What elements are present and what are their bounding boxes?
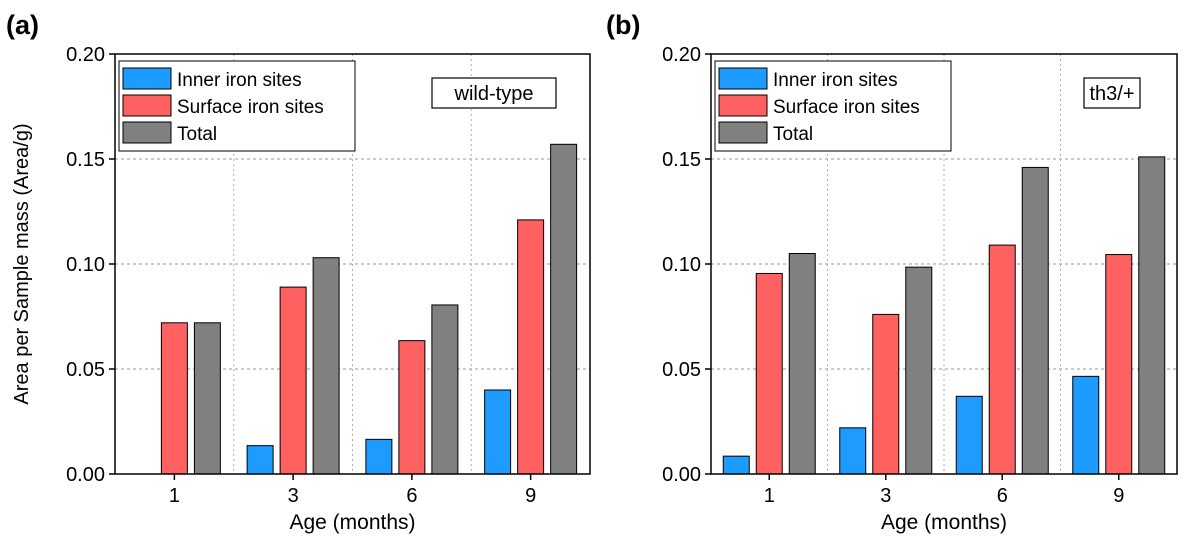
panel-label: (a) <box>6 10 39 40</box>
bar <box>517 219 545 475</box>
bar <box>955 395 983 475</box>
y-tick-label: 0.15 <box>662 149 701 171</box>
legend-swatch <box>122 94 172 117</box>
inset-label: th3/+ <box>1089 83 1134 105</box>
bar <box>1105 254 1133 475</box>
bar <box>755 272 783 475</box>
y-tick-label: 0.10 <box>662 254 701 276</box>
bar <box>839 427 867 475</box>
x-tick-label: 9 <box>525 485 536 507</box>
x-tick-label: 9 <box>1113 485 1124 507</box>
legend-label: Inner iron sites <box>773 70 898 91</box>
legend-label: Total <box>773 124 813 145</box>
bar <box>788 253 816 475</box>
x-tick-label: 3 <box>880 485 891 507</box>
bar <box>160 322 188 475</box>
y-tick-label: 0.00 <box>66 464 105 486</box>
y-tick-label: 0.00 <box>662 464 701 486</box>
bar <box>279 286 307 475</box>
legend-label: Inner iron sites <box>177 70 302 91</box>
inset-label: wild-type <box>454 83 534 105</box>
bar <box>193 322 221 475</box>
y-tick-label: 0.05 <box>662 359 701 381</box>
bar <box>312 257 340 475</box>
bar <box>905 266 933 475</box>
x-tick-label: 6 <box>406 485 417 507</box>
bar <box>988 244 1016 475</box>
legend-swatch <box>718 67 768 90</box>
inset-label-box <box>1083 77 1141 109</box>
bar <box>872 313 900 475</box>
panel-label: (b) <box>606 10 640 40</box>
bar <box>722 455 750 475</box>
y-axis-label: Area per Sample mass (Area/g) <box>11 123 33 404</box>
y-tick-label: 0.05 <box>66 359 105 381</box>
x-axis-label: Age (months) <box>289 511 415 534</box>
legend-label: Surface iron sites <box>773 97 920 118</box>
bar <box>484 389 512 475</box>
bar <box>1021 166 1049 475</box>
legend-label: Surface iron sites <box>177 97 324 118</box>
y-tick-label: 0.15 <box>66 149 105 171</box>
bar <box>365 438 393 475</box>
legend-swatch <box>122 67 172 90</box>
legend-label: Total <box>177 124 217 145</box>
bar <box>246 445 274 475</box>
y-tick-label: 0.20 <box>662 44 701 66</box>
y-tick-label: 0.10 <box>66 254 105 276</box>
bar <box>550 143 578 475</box>
x-tick-label: 1 <box>764 485 775 507</box>
bar <box>398 340 426 475</box>
bar <box>431 304 459 475</box>
x-tick-label: 1 <box>169 485 180 507</box>
legend-swatch <box>122 121 172 144</box>
x-tick-label: 6 <box>997 485 1008 507</box>
legend-swatch <box>718 121 768 144</box>
x-axis-label: Age (months) <box>881 511 1007 534</box>
bar <box>1138 156 1166 475</box>
bar <box>1072 375 1100 475</box>
y-tick-label: 0.20 <box>66 44 105 66</box>
legend-swatch <box>718 94 768 117</box>
x-tick-label: 3 <box>288 485 299 507</box>
inset-label-box <box>431 77 557 109</box>
